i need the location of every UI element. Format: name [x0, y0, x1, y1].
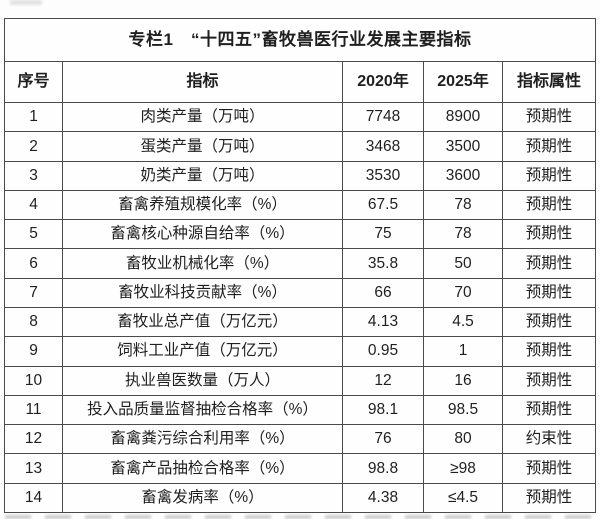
table-row: 14 畜禽发病率（%） 4.38 ≤4.5 预期性 [4, 482, 596, 514]
cell-2020: 4.38 [342, 482, 424, 514]
cell-attribute: 约束性 [502, 424, 596, 455]
cell-2020: 98.8 [342, 453, 424, 484]
cell-indicator: 畜牧业科技贡献率（%） [62, 277, 343, 308]
table-row: 13 畜禽产品抽检合格率（%） 98.8 ≥98 预期性 [4, 453, 596, 484]
cell-2025: 78 [423, 189, 503, 221]
cell-attribute: 预期性 [502, 131, 596, 162]
table-row: 3 奶类产量（万吨） 3530 3600 预期性 [4, 160, 596, 191]
cell-indicator: 畜禽核心种源自给率（%） [62, 219, 343, 250]
table-row: 7 畜牧业科技贡献率（%） 66 70 预期性 [4, 277, 596, 308]
cell-2020: 7748 [342, 101, 424, 133]
cell-indicator: 畜禽发病率（%） [62, 482, 343, 514]
cell-2025: 1 [423, 336, 503, 367]
cell-attribute: 预期性 [502, 101, 596, 133]
table-row: 1 肉类产量（万吨） 7748 8900 预期性 [4, 101, 596, 133]
cell-attribute: 预期性 [502, 394, 596, 426]
cell-indicator: 畜禽粪污综合利用率（%） [62, 424, 343, 455]
cell-2020: 12 [342, 365, 424, 396]
cropped-text-artifact-bottom [5, 515, 595, 519]
cell-2025: 8900 [423, 101, 503, 133]
table-row: 10 执业兽医数量（万人） 12 16 预期性 [4, 365, 596, 396]
column-header-attribute: 指标属性 [502, 61, 596, 103]
table-header-row: 序号 指标 2020年 2025年 指标属性 [4, 61, 596, 103]
cell-indicator: 畜禽产品抽检合格率（%） [62, 453, 343, 484]
cell-2020: 4.13 [342, 306, 424, 338]
cell-2025: 16 [423, 365, 503, 396]
cell-2025: ≤4.5 [423, 482, 503, 514]
cell-seq: 12 [4, 424, 63, 455]
cell-attribute: 预期性 [502, 365, 596, 396]
cell-2025: 98.5 [423, 394, 503, 426]
table-title-row: 专栏1 “十四五”畜牧兽医行业发展主要指标 [4, 18, 596, 62]
cell-indicator: 执业兽医数量（万人） [62, 365, 343, 396]
cell-2020: 66 [342, 277, 424, 308]
cell-2020: 3468 [342, 131, 424, 162]
column-header-2020: 2020年 [342, 61, 424, 103]
cell-attribute: 预期性 [502, 453, 596, 484]
cell-2025: 3600 [423, 160, 503, 191]
cell-attribute: 预期性 [502, 160, 596, 191]
cell-seq: 8 [4, 306, 63, 338]
table-title: 专栏1 “十四五”畜牧兽医行业发展主要指标 [4, 18, 596, 62]
cell-indicator: 畜牧业总产值（万亿元） [62, 306, 343, 338]
table-row: 4 畜禽养殖规模化率（%） 67.5 78 预期性 [4, 189, 596, 221]
cell-seq: 5 [4, 219, 63, 250]
cell-2025: 70 [423, 277, 503, 308]
table-row: 9 饲料工业产值（万亿元） 0.95 1 预期性 [4, 336, 596, 367]
column-header-2025: 2025年 [423, 61, 503, 103]
cell-2020: 67.5 [342, 189, 424, 221]
cell-attribute: 预期性 [502, 248, 596, 279]
cell-2025: 50 [423, 248, 503, 279]
table-row: 5 畜禽核心种源自给率（%） 75 78 预期性 [4, 219, 596, 250]
cell-2020: 76 [342, 424, 424, 455]
cropped-text-artifact-top [10, 0, 42, 5]
table-row: 12 畜禽粪污综合利用率（%） 76 80 约束性 [4, 424, 596, 455]
column-header-seq: 序号 [4, 61, 63, 103]
cell-seq: 10 [4, 365, 63, 396]
table-body: 1 肉类产量（万吨） 7748 8900 预期性 2 蛋类产量（万吨） 3468… [4, 101, 596, 514]
cell-attribute: 预期性 [502, 482, 596, 514]
cell-2025: ≥98 [423, 453, 503, 484]
cell-2020: 75 [342, 219, 424, 250]
table-row: 6 畜牧业机械化率（%） 35.8 50 预期性 [4, 248, 596, 279]
cell-2020: 98.1 [342, 394, 424, 426]
cell-indicator: 奶类产量（万吨） [62, 160, 343, 191]
cell-attribute: 预期性 [502, 277, 596, 308]
cell-seq: 6 [4, 248, 63, 279]
cell-seq: 9 [4, 336, 63, 367]
cell-seq: 1 [4, 101, 63, 133]
table-row: 8 畜牧业总产值（万亿元） 4.13 4.5 预期性 [4, 306, 596, 338]
column-header-indicator: 指标 [62, 61, 343, 103]
cell-seq: 2 [4, 131, 63, 162]
cell-indicator: 畜牧业机械化率（%） [62, 248, 343, 279]
cell-attribute: 预期性 [502, 219, 596, 250]
cell-attribute: 预期性 [502, 336, 596, 367]
cell-seq: 4 [4, 189, 63, 221]
cell-2025: 78 [423, 219, 503, 250]
cell-indicator: 投入品质量监督抽检合格率（%） [62, 394, 343, 426]
cell-attribute: 预期性 [502, 189, 596, 221]
cell-indicator: 蛋类产量（万吨） [62, 131, 343, 162]
cell-2020: 35.8 [342, 248, 424, 279]
cell-attribute: 预期性 [502, 306, 596, 338]
cell-indicator: 畜禽养殖规模化率（%） [62, 189, 343, 221]
cell-seq: 11 [4, 394, 63, 426]
cell-2020: 0.95 [342, 336, 424, 367]
indicator-table: 专栏1 “十四五”畜牧兽医行业发展主要指标 序号 指标 2020年 2025年 … [4, 18, 596, 514]
cell-seq: 7 [4, 277, 63, 308]
cell-seq: 14 [4, 482, 63, 514]
cell-2020: 3530 [342, 160, 424, 191]
cell-indicator: 肉类产量（万吨） [62, 101, 343, 133]
cell-indicator: 饲料工业产值（万亿元） [62, 336, 343, 367]
cell-2025: 4.5 [423, 306, 503, 338]
table-row: 2 蛋类产量（万吨） 3468 3500 预期性 [4, 131, 596, 162]
cell-seq: 3 [4, 160, 63, 191]
cell-2025: 3500 [423, 131, 503, 162]
table-row: 11 投入品质量监督抽检合格率（%） 98.1 98.5 预期性 [4, 394, 596, 426]
cell-2025: 80 [423, 424, 503, 455]
cell-seq: 13 [4, 453, 63, 484]
